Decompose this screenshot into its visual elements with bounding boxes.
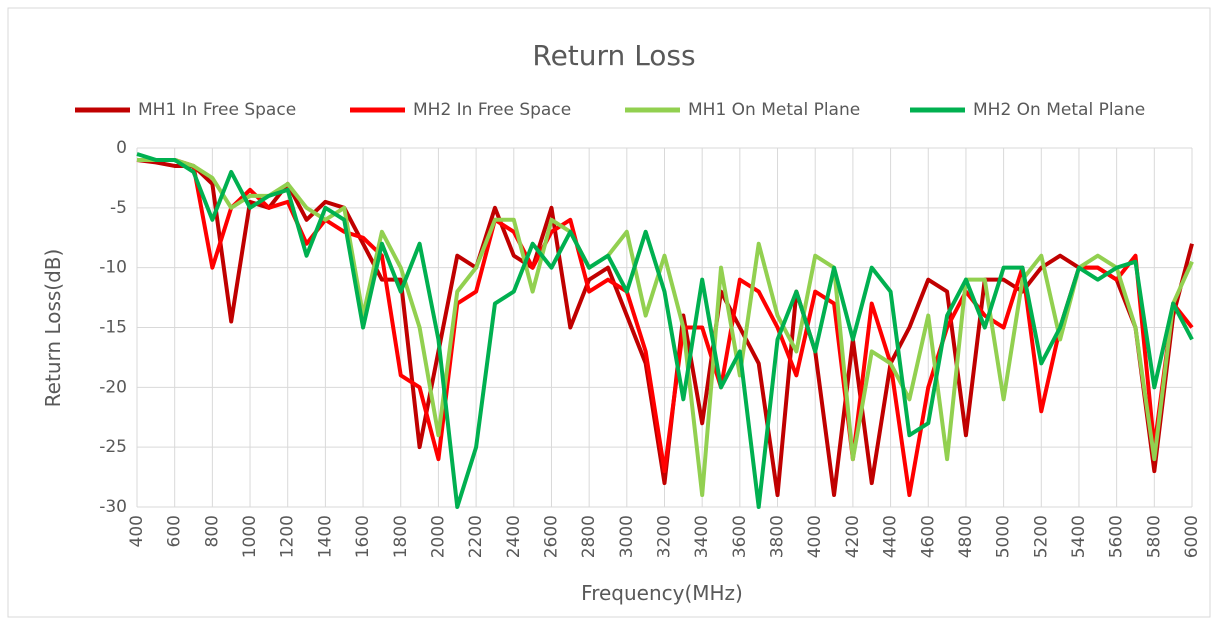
legend-label: MH2 On Metal Plane — [973, 100, 1145, 120]
x-tick-label: 5600 — [1107, 515, 1127, 558]
x-tick-label: 1600 — [353, 515, 373, 558]
legend-label: MH2 In Free Space — [413, 100, 571, 120]
x-tick-label: 4600 — [918, 515, 938, 558]
x-tick-label: 4400 — [881, 515, 901, 558]
x-tick-label: 2600 — [541, 515, 561, 558]
x-tick-label: 3000 — [617, 515, 637, 558]
x-tick-label: 600 — [165, 515, 185, 547]
series-line — [137, 157, 1194, 498]
y-tick-label: 0 — [116, 138, 127, 158]
x-tick-label: 5400 — [1069, 515, 1089, 558]
y-tick-label: -20 — [99, 377, 127, 397]
x-tick-label: 3200 — [655, 515, 675, 558]
x-tick-label: 1800 — [391, 515, 411, 558]
x-tick-label: 5200 — [1031, 515, 1051, 558]
x-tick-label: 2200 — [466, 515, 486, 558]
x-tick-label: 800 — [202, 515, 222, 547]
x-tick-label: 1400 — [315, 515, 335, 558]
y-tick-label: -15 — [99, 318, 127, 338]
chart-title: Return Loss — [532, 39, 695, 72]
x-tick-label: 4800 — [956, 515, 976, 558]
x-tick-label: 4200 — [843, 515, 863, 558]
y-tick-label: -10 — [99, 258, 127, 278]
legend-label: MH1 In Free Space — [138, 100, 296, 120]
x-tick-label: 400 — [127, 515, 147, 547]
y-tick-label: -25 — [99, 437, 127, 457]
x-tick-label: 4000 — [805, 515, 825, 558]
x-tick-label: 1000 — [240, 515, 260, 558]
x-tick-label: 3600 — [730, 515, 750, 558]
x-tick-label: 6000 — [1182, 515, 1202, 558]
x-tick-label: 3800 — [768, 515, 788, 558]
legend-label: MH1 On Metal Plane — [688, 100, 860, 120]
x-tick-label: 1200 — [278, 515, 298, 558]
series-line — [136, 152, 1194, 509]
x-tick-label: 5800 — [1144, 515, 1164, 558]
x-axis-label: Frequency(MHz) — [581, 581, 743, 605]
y-tick-label: -30 — [99, 497, 127, 517]
x-tick-label: 3400 — [692, 515, 712, 558]
x-tick-label: 2000 — [428, 515, 448, 558]
x-tick-label: 5000 — [994, 515, 1014, 558]
x-tick-label: 2800 — [579, 515, 599, 558]
y-axis-label: Return Loss(dB) — [41, 249, 65, 408]
y-tick-label: -5 — [110, 198, 127, 218]
x-tick-label: 2400 — [504, 515, 524, 558]
